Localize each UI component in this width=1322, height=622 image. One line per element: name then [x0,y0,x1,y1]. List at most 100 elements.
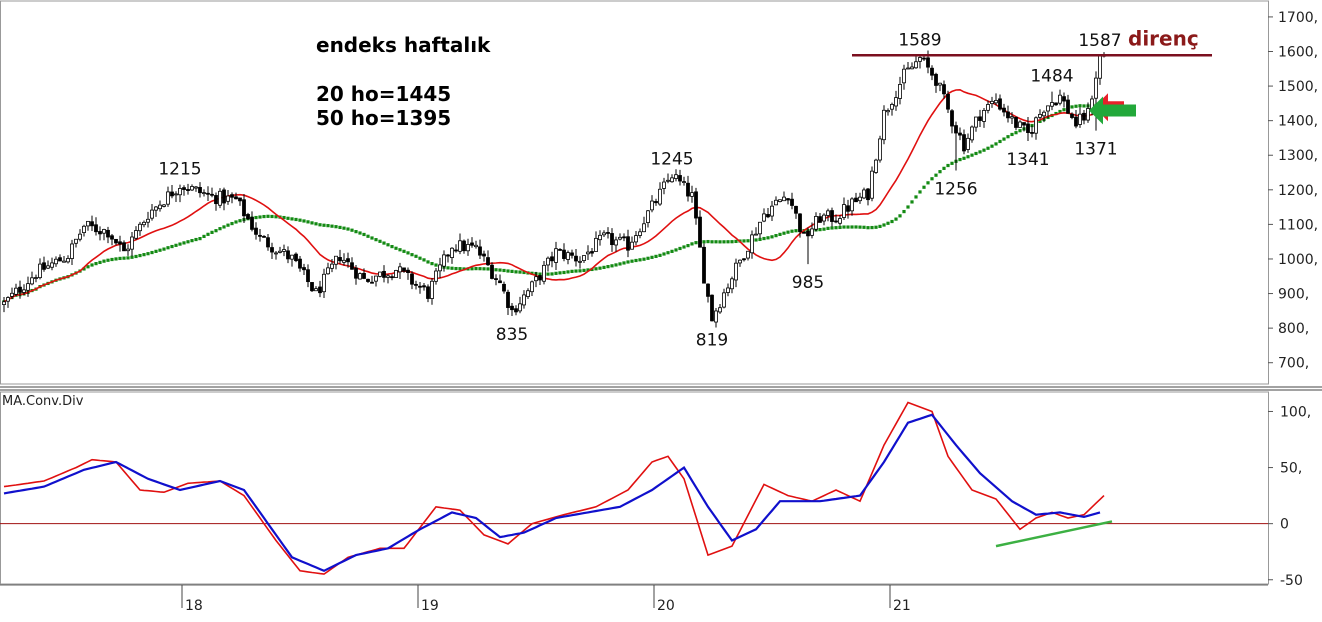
candle [202,189,206,197]
candle [362,268,366,280]
ma-50-point [570,269,574,273]
ma-50-point [598,266,602,270]
candle [34,274,38,283]
ma-50-point [418,256,422,260]
ma-50-point [914,195,918,199]
candle [858,192,862,204]
ma-50-point [82,267,86,271]
candle [302,263,306,275]
candle [1082,109,1086,125]
x-tick: 18 [181,585,203,614]
candle [990,96,994,108]
candle [1038,109,1042,120]
ma-50-point [630,259,634,263]
ma-50-point [790,229,794,233]
ma-50-point [350,228,354,232]
candle [942,80,946,99]
price-y-tick-label: 1300, [1278,148,1318,164]
info-title: endeks haftalık [316,33,491,57]
ma-50-point [290,217,294,221]
ma-50-point [822,227,826,231]
candle [934,72,938,93]
ma-50-point [702,240,706,244]
candle [478,239,482,260]
ma-50-point [298,218,302,222]
candle [622,233,626,242]
candle [490,262,494,280]
candle [1026,116,1030,142]
candle [206,186,210,202]
ma-20-line [3,88,1105,303]
candle [530,280,534,296]
candle [1018,120,1022,128]
candle [726,283,730,297]
price-y-tick-label: 1000, [1278,252,1318,268]
price-y-tick-label: 1100, [1278,217,1318,233]
candle [610,228,614,252]
ma-50-point [434,263,438,267]
ma-50-point [382,241,386,245]
ma-50-point [574,269,578,273]
ma-50-point [718,240,722,244]
candle [1010,112,1014,124]
ma-50-point [566,270,570,274]
price-y-tick-label: 1700, [1278,10,1318,26]
ma-50-point [130,255,134,259]
ma-50-point [486,267,490,271]
candle [382,265,386,283]
candle [818,213,822,223]
candle [422,282,426,291]
ma-50-point [510,269,514,273]
ma-50-point [934,173,938,177]
candle [474,240,478,249]
ma-50-point [138,253,142,258]
ma-50-point [286,216,290,220]
ma-50-point [166,246,170,250]
ma-50-point [330,224,334,228]
candle [738,259,742,267]
ma-50-point [866,226,870,230]
ma-50-point [450,266,454,270]
candle [102,228,106,241]
candle [198,182,202,198]
candle [90,215,94,232]
ma-50-point [482,267,486,271]
ma-50-point [778,232,782,236]
ma-50-point [582,268,586,273]
macd-y-axis: 100, 50, 0 -50 [1268,404,1311,589]
ma-50-point [898,214,902,218]
macd-lines [3,401,1113,575]
candle [82,224,86,237]
ma-50-point [170,244,174,249]
ma-50-point [578,269,582,273]
ma-50-point [946,163,950,168]
ma-50-point [902,209,906,214]
candle [742,258,746,262]
candle [1006,105,1010,123]
price-y-tick-label: 900, [1278,287,1309,303]
ma-50-point [846,225,850,229]
candle [54,256,58,267]
ma-50-point [838,225,842,230]
ma-50-point [374,238,378,242]
candle [314,286,318,292]
price-annotation: 835 [496,325,528,345]
macd-y-tick-label: -50 [1280,573,1303,589]
ma-50-point [674,248,678,252]
candle [734,258,738,288]
price-annotation: 1215 [158,160,201,180]
ma-50-point [358,231,362,235]
macd-signal-line [3,413,1101,573]
candle [174,191,178,203]
ma-50-point [622,261,626,265]
candle [134,226,138,240]
candle [618,233,622,241]
ma-50-point [282,215,286,220]
price-annotation: 1589 [898,30,941,50]
ma-50-point [1078,104,1082,108]
price-y-tick: 800, [1268,321,1309,337]
candle [78,229,82,242]
candle [918,55,922,69]
price-panel-frame [0,0,1269,385]
candle [166,186,170,207]
